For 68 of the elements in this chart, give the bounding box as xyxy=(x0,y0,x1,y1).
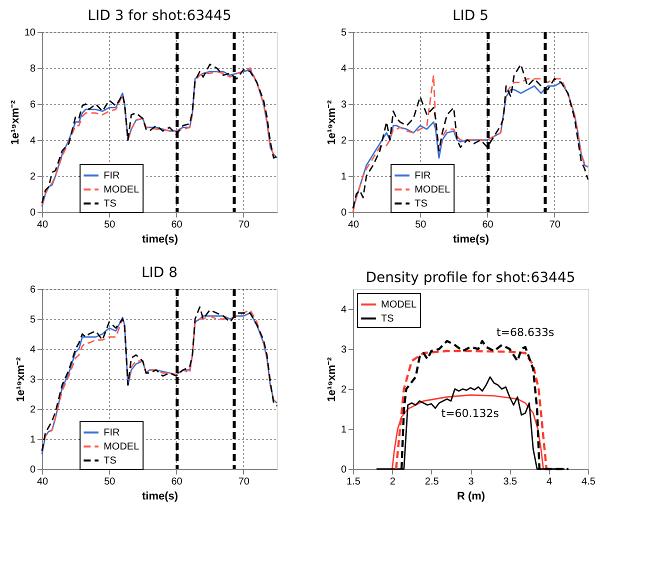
x-tick-label: 60 xyxy=(482,220,494,230)
x-tick-label: 40 xyxy=(36,476,48,488)
legend-label: TS xyxy=(104,456,117,466)
chart-title: LID 8 xyxy=(141,265,178,281)
y-axis-title: 1e¹⁹xm⁻² xyxy=(326,100,338,145)
y-tick-label: 1 xyxy=(30,434,36,446)
x-tick-label: 60 xyxy=(171,476,183,488)
y-tick-label: 2 xyxy=(340,136,347,146)
y-tick-label: 2 xyxy=(30,172,36,182)
y-tick-label: 0 xyxy=(30,464,36,476)
x-tick-label: 2.5 xyxy=(424,476,440,488)
y-tick-label: 0 xyxy=(340,208,347,218)
annotation: t=68.633s xyxy=(496,326,554,339)
annotation: t=60.132s xyxy=(441,406,500,420)
x-tick-label: 4.5 xyxy=(582,476,596,488)
y-axis-title: 1e¹⁹xm⁻² xyxy=(9,100,22,145)
y-tick-label: 5 xyxy=(340,28,347,38)
x-tick-label: 70 xyxy=(238,476,250,488)
x-axis-title: time(s) xyxy=(142,490,178,502)
legend-label: FIR xyxy=(104,170,120,182)
x-tick-label: 40 xyxy=(36,220,48,230)
chart-title: LID 5 xyxy=(452,8,489,24)
y-tick-label: 4 xyxy=(30,344,36,356)
y-tick-label: 1 xyxy=(340,172,347,182)
y-tick-label: 6 xyxy=(30,100,36,110)
y-tick-label: 10 xyxy=(24,28,36,38)
x-axis-title: time(s) xyxy=(142,234,178,246)
y-axis-title: 1e¹⁹xm⁻² xyxy=(14,356,27,402)
x-tick-label: 3 xyxy=(468,476,474,488)
legend-label: TS xyxy=(104,198,117,210)
y-tick-label: 0 xyxy=(30,208,36,218)
x-tick-label: 70 xyxy=(238,220,250,230)
y-tick-label: 4 xyxy=(30,136,36,146)
y-tick-label: 3 xyxy=(30,374,36,386)
y-tick-label: 3 xyxy=(340,344,347,356)
y-tick-label: 6 xyxy=(30,284,36,296)
y-axis-title: 1e¹⁹xm⁻² xyxy=(326,356,338,402)
x-axis-title: R (m) xyxy=(456,490,486,502)
x-tick-label: 60 xyxy=(171,220,183,230)
x-tick-label: 50 xyxy=(415,220,427,230)
y-tick-label: 4 xyxy=(340,64,347,74)
x-tick-label: 50 xyxy=(104,476,116,488)
x-tick-label: 3.5 xyxy=(503,476,518,488)
legend-label: MODEL xyxy=(381,300,417,310)
y-tick-label: 1 xyxy=(340,424,347,436)
x-tick-label: 50 xyxy=(104,220,116,230)
legend-label: MODEL xyxy=(414,184,451,196)
y-tick-label: 0 xyxy=(340,464,347,476)
legend-label: MODEL xyxy=(104,442,140,452)
x-tick-label: 2 xyxy=(390,476,396,488)
x-tick-label: 40 xyxy=(348,220,360,230)
legend-label: MODEL xyxy=(104,184,140,196)
y-tick-label: 2 xyxy=(340,384,347,396)
x-tick-label: 70 xyxy=(549,220,561,230)
y-tick-label: 8 xyxy=(30,64,36,74)
legend-label: TS xyxy=(414,198,428,210)
x-tick-label: 1.5 xyxy=(346,476,361,488)
chart-title: Density profile for shot:63445 xyxy=(366,270,576,286)
legend-label: TS xyxy=(381,314,394,324)
legend-label: FIR xyxy=(414,170,431,182)
y-tick-label: 4 xyxy=(340,304,347,316)
y-tick-label: 5 xyxy=(30,314,36,326)
y-tick-label: 3 xyxy=(340,100,347,110)
x-axis-title: time(s) xyxy=(452,234,490,246)
x-tick-label: 4 xyxy=(546,476,553,488)
legend-label: FIR xyxy=(104,428,120,438)
chart-title: LID 3 for shot:63445 xyxy=(88,8,232,24)
y-tick-label: 2 xyxy=(30,404,36,416)
